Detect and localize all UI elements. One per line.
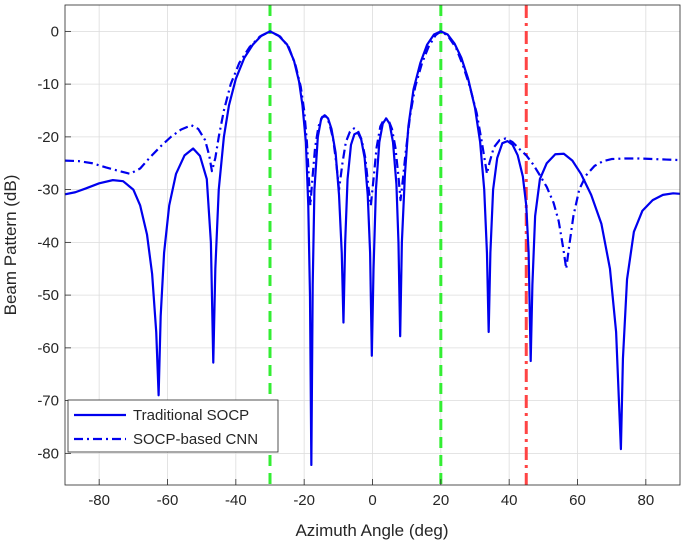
series-curves bbox=[64, 30, 681, 467]
x-tick-label: 80 bbox=[637, 492, 654, 509]
x-tick-label: -80 bbox=[88, 492, 110, 509]
y-tick-label: -60 bbox=[37, 340, 59, 357]
legend-label: Traditional SOCP bbox=[133, 407, 249, 424]
y-tick-label: -40 bbox=[37, 234, 59, 251]
x-tick-label: 20 bbox=[432, 492, 449, 509]
legend: Traditional SOCP SOCP-based CNN bbox=[67, 399, 279, 453]
legend-label: SOCP-based CNN bbox=[133, 431, 258, 448]
y-tick-label: -10 bbox=[37, 76, 59, 93]
axis-ticks: -80 -60 -40 -20 0 20 40 60 80 0 -10 -20 -30 -40 -50 -60… bbox=[37, 23, 654, 509]
x-tick-label: 0 bbox=[368, 492, 376, 509]
y-tick-label: -70 bbox=[37, 393, 59, 410]
x-tick-label: -60 bbox=[157, 492, 179, 509]
y-tick-label: -30 bbox=[37, 182, 59, 199]
x-tick-label: -20 bbox=[293, 492, 315, 509]
series-line-socp-based-cnn bbox=[64, 30, 681, 270]
x-tick-label: 40 bbox=[501, 492, 518, 509]
legend-box bbox=[67, 399, 279, 453]
y-tick-label: -20 bbox=[37, 129, 59, 146]
x-tick-label: -40 bbox=[225, 492, 247, 509]
y-tick-label: 0 bbox=[51, 23, 59, 40]
x-tick-label: 60 bbox=[569, 492, 586, 509]
y-axis-label: Beam Pattern (dB) bbox=[1, 175, 20, 316]
y-tick-label: -80 bbox=[37, 445, 59, 462]
series-line-traditional-socp bbox=[64, 30, 681, 467]
x-axis-label: Azimuth Angle (deg) bbox=[295, 521, 448, 540]
y-tick-label: -50 bbox=[37, 287, 59, 304]
